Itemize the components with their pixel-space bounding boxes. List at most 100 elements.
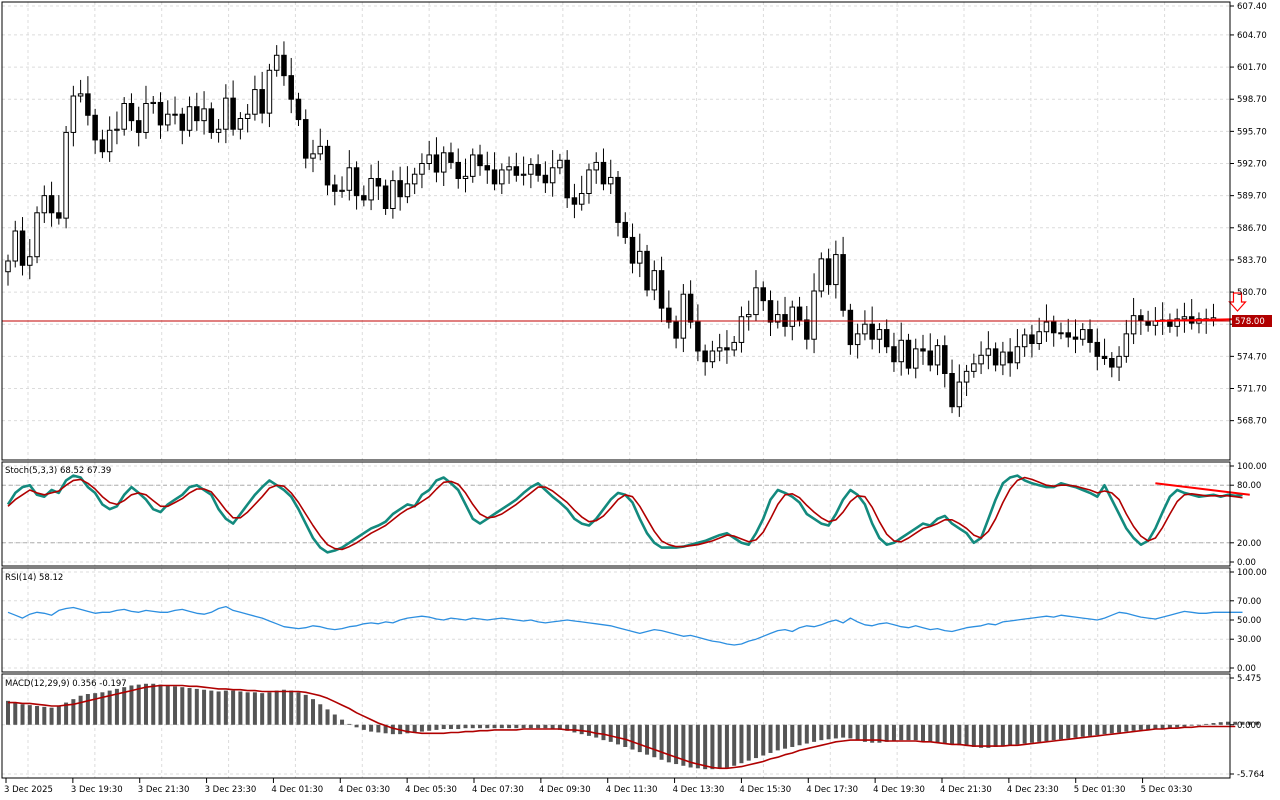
candle[interactable]	[1094, 328, 1101, 371]
candle[interactable]	[615, 171, 621, 237]
candle[interactable]	[898, 322, 904, 376]
candle[interactable]	[1000, 341, 1006, 376]
candle[interactable]	[1196, 312, 1202, 334]
candle[interactable]	[695, 304, 701, 362]
candle[interactable]	[128, 93, 135, 131]
candle[interactable]	[542, 161, 549, 193]
candle[interactable]	[796, 296, 803, 327]
candle[interactable]	[920, 334, 926, 365]
candle[interactable]	[869, 306, 875, 350]
candle[interactable]	[19, 217, 26, 276]
candle[interactable]	[1058, 322, 1064, 340]
candle[interactable]	[273, 45, 280, 77]
candle[interactable]	[121, 97, 127, 136]
candle[interactable]	[1043, 304, 1050, 342]
candle[interactable]	[339, 176, 345, 198]
candle[interactable]	[1174, 308, 1180, 337]
candle[interactable]	[346, 150, 353, 201]
candle[interactable]	[775, 300, 781, 329]
candle[interactable]	[637, 233, 643, 278]
candle[interactable]	[782, 296, 788, 337]
candle[interactable]	[63, 126, 69, 229]
candle[interactable]	[448, 142, 454, 169]
candle[interactable]	[5, 254, 11, 286]
candle[interactable]	[789, 300, 796, 341]
candle[interactable]	[324, 139, 331, 196]
candle[interactable]	[34, 206, 40, 264]
candle[interactable]	[368, 164, 374, 211]
stoch-divergence-trendline[interactable]	[1155, 482, 1250, 496]
candle[interactable]	[172, 96, 178, 125]
candle[interactable]	[644, 244, 650, 297]
candle[interactable]	[230, 80, 236, 136]
candle[interactable]	[194, 92, 200, 131]
candle[interactable]	[1167, 313, 1173, 333]
candle[interactable]	[455, 148, 461, 189]
candle[interactable]	[905, 333, 912, 375]
candle[interactable]	[1014, 329, 1021, 370]
candle[interactable]	[833, 240, 839, 299]
candle[interactable]	[702, 344, 708, 376]
candle[interactable]	[1159, 302, 1166, 335]
candle[interactable]	[48, 181, 55, 227]
price-pane[interactable]	[2, 41, 1250, 417]
candle[interactable]	[1065, 318, 1071, 348]
candle[interactable]	[1087, 319, 1093, 353]
candle[interactable]	[883, 319, 890, 354]
stoch-main-line[interactable]	[6, 474, 1243, 554]
candle[interactable]	[12, 220, 19, 268]
candle[interactable]	[578, 175, 585, 211]
candle[interactable]	[1123, 319, 1130, 363]
candle[interactable]	[266, 63, 273, 128]
candle[interactable]	[549, 150, 556, 197]
candle[interactable]	[942, 335, 948, 388]
candle[interactable]	[1116, 346, 1122, 381]
candle[interactable]	[854, 323, 861, 359]
candle[interactable]	[484, 151, 491, 184]
candle[interactable]	[586, 163, 592, 204]
candle[interactable]	[847, 303, 854, 355]
candle[interactable]	[956, 364, 963, 417]
rsi-pane[interactable]	[7, 605, 1243, 646]
candle[interactable]	[1036, 317, 1042, 350]
candle[interactable]	[332, 174, 338, 206]
candle[interactable]	[201, 91, 207, 135]
candle[interactable]	[244, 104, 251, 133]
candle[interactable]	[165, 100, 171, 132]
candle[interactable]	[840, 236, 846, 317]
candle[interactable]	[1181, 302, 1188, 333]
candle[interactable]	[92, 108, 98, 154]
candle[interactable]	[114, 111, 120, 145]
candle[interactable]	[535, 154, 541, 182]
candle[interactable]	[1138, 309, 1144, 335]
candle[interactable]	[862, 310, 868, 341]
candle[interactable]	[949, 359, 955, 414]
candle[interactable]	[680, 284, 687, 353]
candle[interactable]	[571, 183, 578, 219]
candle[interactable]	[56, 195, 62, 225]
candle[interactable]	[426, 141, 432, 170]
candle[interactable]	[985, 331, 992, 370]
candle[interactable]	[411, 167, 418, 195]
candle[interactable]	[1029, 324, 1035, 358]
candle[interactable]	[404, 166, 411, 204]
candle[interactable]	[963, 364, 970, 396]
candle[interactable]	[666, 290, 672, 329]
candle[interactable]	[440, 146, 447, 186]
macd-pane[interactable]	[6, 683, 1260, 770]
candle[interactable]	[1050, 315, 1057, 347]
candle[interactable]	[1007, 338, 1013, 377]
macd-signal-line[interactable]	[8, 684, 1236, 770]
candle[interactable]	[760, 281, 766, 311]
candle[interactable]	[811, 273, 817, 354]
candle[interactable]	[470, 148, 476, 183]
candle[interactable]	[382, 179, 389, 215]
candle[interactable]	[252, 75, 258, 121]
candle[interactable]	[143, 85, 149, 139]
candle[interactable]	[208, 102, 215, 139]
candle[interactable]	[157, 92, 164, 139]
candle[interactable]	[215, 119, 222, 143]
candle[interactable]	[927, 333, 934, 372]
candle[interactable]	[186, 96, 193, 137]
